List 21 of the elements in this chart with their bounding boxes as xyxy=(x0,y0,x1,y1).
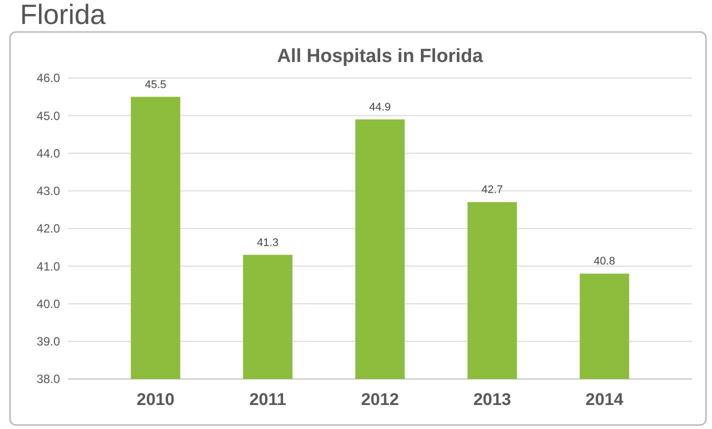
y-tick-label: 41.0 xyxy=(36,259,60,274)
x-tick-label: 2014 xyxy=(586,390,624,409)
y-tick-label: 38.0 xyxy=(36,372,60,386)
x-tick-label: 2013 xyxy=(473,390,512,409)
y-tick-label: 45.0 xyxy=(36,108,60,123)
data-label: 44.9 xyxy=(369,101,391,114)
y-tick-label: 42.0 xyxy=(36,222,60,236)
x-tick-label: 2010 xyxy=(136,390,174,409)
chart-subtitle: All Hospitals in Florida xyxy=(277,46,484,67)
data-label: 45.5 xyxy=(144,78,166,91)
y-tick-label: 44.0 xyxy=(36,146,60,160)
y-tick-label: 43.0 xyxy=(36,184,60,198)
data-label: 42.7 xyxy=(482,184,503,196)
y-tick-label: 39.0 xyxy=(36,334,60,349)
y-tick-label: 40.0 xyxy=(36,296,60,311)
x-tick-label: 2012 xyxy=(361,390,399,409)
y-tick-label: 46.0 xyxy=(36,71,60,86)
data-label: 41.3 xyxy=(257,236,278,249)
chart-title: Florida xyxy=(20,0,106,30)
data-label: 40.8 xyxy=(594,256,616,268)
x-tick-label: 2011 xyxy=(249,390,286,409)
